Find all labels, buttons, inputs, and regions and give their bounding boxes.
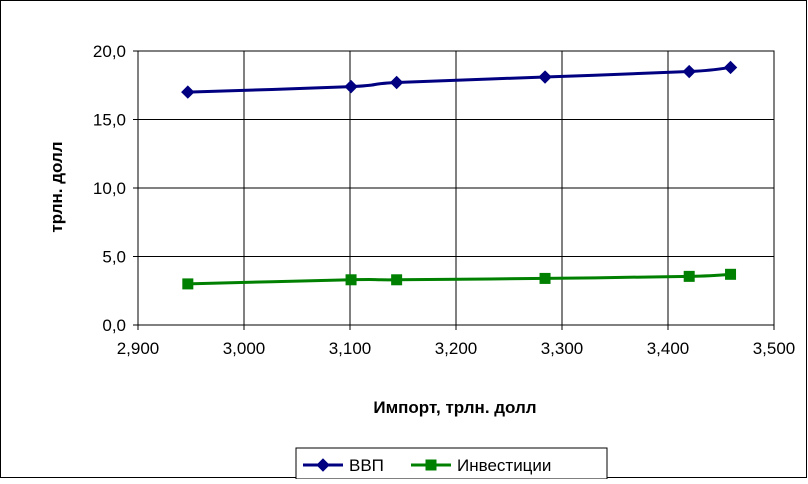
square-marker — [539, 272, 551, 284]
x-tick-label: 3,400 — [647, 339, 690, 358]
series-2 — [182, 268, 737, 290]
diamond-marker — [682, 64, 696, 79]
y-tick-label: 20,0 — [93, 42, 126, 61]
x-tick-label: 3,000 — [223, 339, 266, 358]
series-1 — [181, 60, 738, 99]
square-marker — [725, 268, 737, 280]
x-tick-label: 3,300 — [541, 339, 584, 358]
legend: ВВП Инвестиции — [295, 447, 608, 480]
plot-area-border — [137, 50, 775, 326]
y-axis-title: трлн. долл — [47, 141, 66, 232]
y-tick-label: 5,0 — [102, 248, 126, 267]
legend-item: ВВП — [303, 456, 384, 475]
legend-square-marker — [425, 459, 437, 471]
tick-labels: 2,900 3,000 3,100 3,200 3,300 3,400 3,500 0,0 5,… — [93, 42, 795, 358]
series — [181, 60, 738, 290]
diamond-marker — [181, 85, 195, 99]
diamond-marker — [389, 75, 404, 90]
y-tick-label: 0,0 — [102, 316, 126, 335]
y-tick-label: 15,0 — [93, 111, 126, 130]
legend-box — [295, 447, 608, 480]
x-axis-title: Импорт, трлн. долл — [373, 398, 536, 417]
x-tick-label: 3,500 — [753, 339, 796, 358]
square-marker — [683, 270, 695, 282]
x-tick-label: 3,200 — [435, 339, 478, 358]
x-tick-label: 3,100 — [329, 339, 372, 358]
square-marker — [345, 274, 357, 286]
diamond-marker — [344, 79, 358, 94]
axes — [133, 50, 775, 330]
legend-label: Инвестиции — [457, 456, 551, 475]
diamond-marker — [538, 70, 552, 84]
legend-item: Инвестиции — [411, 456, 551, 475]
diamond-marker — [723, 60, 738, 75]
x-tick-label: 2,900 — [117, 339, 160, 358]
legend-diamond-marker — [316, 458, 330, 472]
square-marker — [182, 278, 194, 290]
y-tick-label: 10,0 — [93, 179, 126, 198]
legend-label: ВВП — [349, 456, 384, 475]
square-marker — [391, 274, 403, 286]
